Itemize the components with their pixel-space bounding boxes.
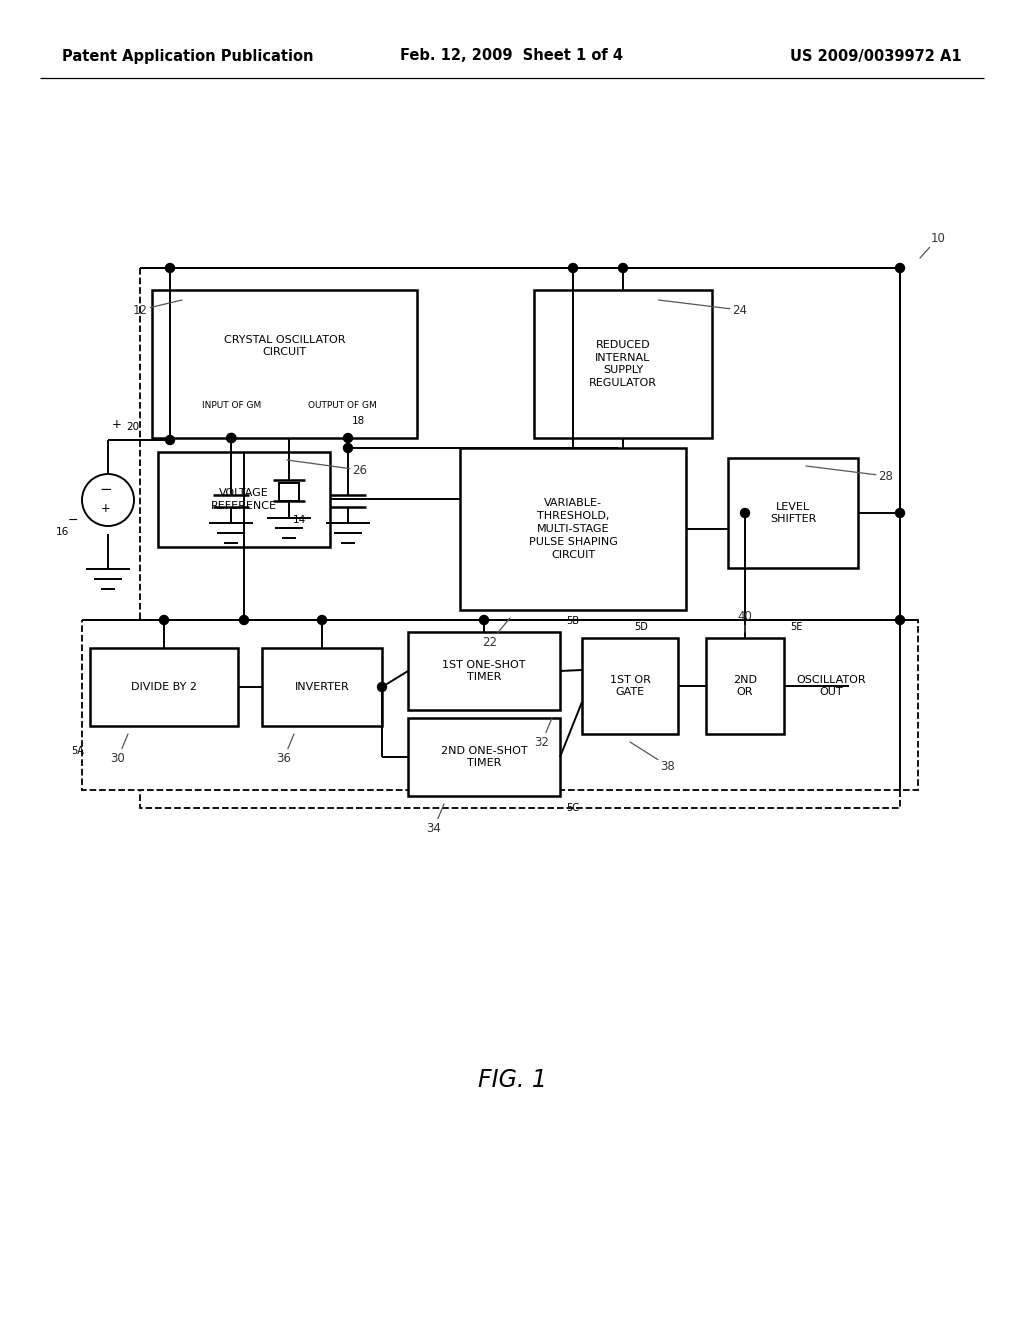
Bar <box>140 268 900 808</box>
Circle shape <box>343 433 352 442</box>
Text: 22: 22 <box>482 618 510 648</box>
Text: 26: 26 <box>287 459 368 477</box>
Text: 18: 18 <box>352 416 366 426</box>
Bar <box>582 638 678 734</box>
Circle shape <box>227 433 236 442</box>
Text: 28: 28 <box>806 466 893 483</box>
Text: 32: 32 <box>535 718 552 748</box>
Circle shape <box>378 682 386 692</box>
Text: 5A: 5A <box>71 746 84 756</box>
Text: 1ST ONE-SHOT
TIMER: 1ST ONE-SHOT TIMER <box>442 660 525 682</box>
Text: LEVEL
SHIFTER: LEVEL SHIFTER <box>770 502 816 524</box>
Text: FIG. 1: FIG. 1 <box>477 1068 547 1092</box>
Text: 14: 14 <box>293 515 306 525</box>
Circle shape <box>160 615 169 624</box>
Text: US 2009/0039972 A1: US 2009/0039972 A1 <box>791 49 962 63</box>
Text: VARIABLE-
THRESHOLD,
MULTI-STAGE
PULSE SHAPING
CIRCUIT: VARIABLE- THRESHOLD, MULTI-STAGE PULSE S… <box>528 499 617 560</box>
Circle shape <box>240 615 249 624</box>
Text: 38: 38 <box>630 742 676 772</box>
Text: 5E: 5E <box>790 622 803 632</box>
Bar <box>82 620 918 789</box>
Circle shape <box>618 264 628 272</box>
Text: +: + <box>101 502 111 515</box>
Bar <box>460 447 686 610</box>
Text: VOLTAGE
REFERENCE: VOLTAGE REFERENCE <box>211 488 278 511</box>
Text: OSCILLATOR
OUT: OSCILLATOR OUT <box>796 676 865 697</box>
Text: DIVIDE BY 2: DIVIDE BY 2 <box>131 682 197 692</box>
Circle shape <box>343 444 352 453</box>
Bar <box>158 451 330 546</box>
Circle shape <box>896 615 904 624</box>
Text: INVERTER: INVERTER <box>295 682 349 692</box>
Bar <box>408 718 560 796</box>
Text: 5B: 5B <box>566 616 579 626</box>
Text: 2ND
OR: 2ND OR <box>733 675 757 697</box>
Circle shape <box>896 264 904 272</box>
Circle shape <box>317 615 327 624</box>
Circle shape <box>226 433 236 442</box>
Text: 40: 40 <box>737 610 753 632</box>
Circle shape <box>896 508 904 517</box>
Bar <box>706 638 784 734</box>
Text: 12: 12 <box>132 300 182 317</box>
Text: 5D: 5D <box>634 622 648 632</box>
Bar <box>152 290 417 438</box>
Text: 20: 20 <box>126 422 139 432</box>
Text: −: − <box>68 513 78 527</box>
Text: CRYSTAL OSCILLATOR
CIRCUIT: CRYSTAL OSCILLATOR CIRCUIT <box>224 335 345 356</box>
Text: 24: 24 <box>658 300 748 317</box>
Circle shape <box>740 508 750 517</box>
Text: 5C: 5C <box>566 803 579 813</box>
Bar <box>279 483 299 502</box>
Text: 16: 16 <box>55 527 69 537</box>
Bar <box>90 648 238 726</box>
Text: 10: 10 <box>920 231 945 257</box>
Text: OUTPUT OF GM: OUTPUT OF GM <box>308 401 377 411</box>
Text: 34: 34 <box>427 804 444 834</box>
Text: Feb. 12, 2009  Sheet 1 of 4: Feb. 12, 2009 Sheet 1 of 4 <box>400 49 624 63</box>
Text: −: − <box>99 483 113 498</box>
Circle shape <box>166 264 174 272</box>
Bar <box>728 458 858 568</box>
Circle shape <box>568 264 578 272</box>
Text: Patent Application Publication: Patent Application Publication <box>62 49 313 63</box>
Bar <box>262 648 382 726</box>
Text: 30: 30 <box>111 734 128 764</box>
Text: 1ST OR
GATE: 1ST OR GATE <box>609 675 650 697</box>
Bar <box>408 632 560 710</box>
Bar <box>534 290 712 438</box>
Text: 2ND ONE-SHOT
TIMER: 2ND ONE-SHOT TIMER <box>440 746 527 768</box>
Text: REDUCED
INTERNAL
SUPPLY
REGULATOR: REDUCED INTERNAL SUPPLY REGULATOR <box>589 339 657 388</box>
Text: 36: 36 <box>276 734 294 764</box>
Text: INPUT OF GM: INPUT OF GM <box>202 401 261 411</box>
Text: +: + <box>112 418 122 432</box>
Circle shape <box>166 436 174 445</box>
Circle shape <box>479 615 488 624</box>
